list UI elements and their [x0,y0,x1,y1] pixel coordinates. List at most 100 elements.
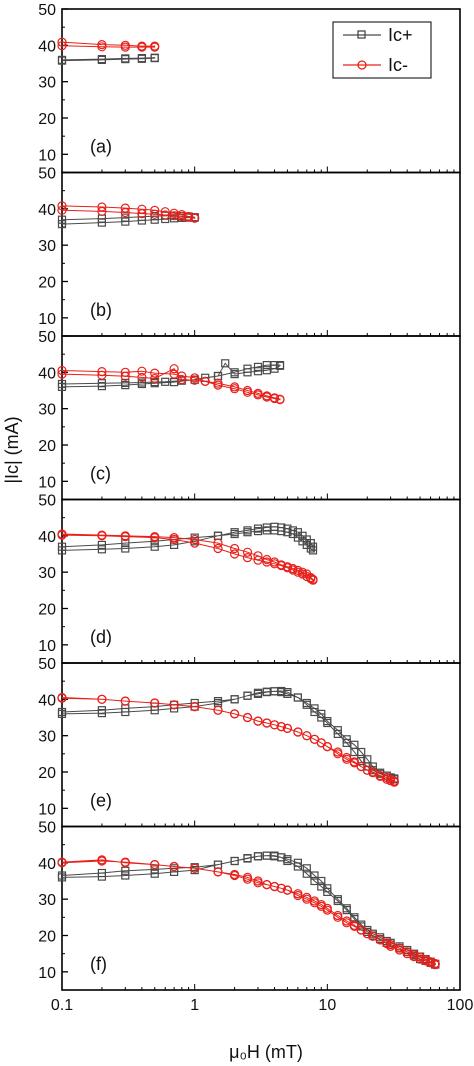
data-point [57,871,67,880]
data-point [302,869,311,878]
data-point [57,530,67,540]
data-point [150,209,160,219]
data-point [57,365,67,376]
y-tick-label: 20 [38,275,56,292]
data-point [275,394,285,404]
panel-label: (d) [90,627,112,647]
data-point [230,709,240,719]
series-ic-plus [57,686,399,784]
data-point [150,859,160,870]
chart-axes-text: 0.1 1 10 100 [51,997,474,1014]
legend-ic-plus-label: Ic+ [388,25,413,45]
legend-ic-minus-label: Ic- [388,55,408,75]
data-point [120,203,130,213]
y-tick-label: 20 [38,602,56,619]
series-ic-plus [57,851,440,969]
data-point [253,555,263,565]
data-point [150,42,160,52]
data-point [190,538,200,548]
panel-6: 10 20 30 40 50 (f) [38,820,461,991]
data-point [97,370,107,380]
data-point [421,954,431,965]
data-point [121,213,130,222]
data-point [293,567,303,577]
data-point [169,700,179,710]
data-point [190,213,200,223]
data-point [302,731,312,741]
y-tick-label: 40 [38,365,56,382]
data-point [253,362,263,371]
data-point [333,747,343,757]
y-tick-label: 50 [38,166,56,183]
data-point [230,370,239,379]
data-point [121,378,130,387]
series-ic-plus [57,53,159,65]
data-point [230,529,239,539]
series-ic-minus [57,201,200,223]
data-point [302,698,311,708]
y-tick-label: 20 [38,111,56,128]
data-point [293,693,302,702]
data-point [97,54,107,64]
y-tick-label: 30 [38,892,56,909]
data-point [402,947,412,957]
panel-frame [61,662,461,828]
data-point [253,716,263,726]
data-point [121,871,130,880]
data-point [169,861,179,872]
data-point [308,546,318,555]
data-point [262,526,271,535]
legend-frame [332,21,432,79]
data-point [288,529,297,539]
data-point [190,373,200,383]
data-point [97,706,107,715]
data-point [342,904,351,913]
data-point [323,716,332,726]
legend-ic-minus-marker [357,60,367,70]
y-axis-label: |Ic| (mA) [2,416,22,483]
panel-3: 10 20 30 40 50 (c) [38,329,461,501]
data-point [317,709,326,719]
data-point [57,41,67,51]
series-line [61,41,156,48]
data-point [262,557,272,567]
data-point [169,364,179,374]
data-point [342,735,351,744]
x-axis-label: μ₀H (mT) [229,1042,303,1062]
series-line [61,855,436,966]
data-point [310,704,319,713]
panel-label: (a) [90,137,112,157]
data-point [262,687,271,696]
data-point [190,863,200,873]
data-point [293,727,303,737]
data-point [190,534,200,545]
data-point [253,526,263,536]
data-point [243,853,252,863]
data-point [253,388,263,398]
y-tick-label: 20 [38,765,56,782]
data-point [120,42,130,52]
data-point [97,868,107,878]
data-point [356,761,366,772]
y-tick-label: 10 [38,147,56,164]
data-point [302,892,312,903]
data-point [288,565,298,575]
data-point [57,542,67,551]
data-point [177,371,187,381]
y-tick-label: 20 [38,929,56,946]
data-point [150,368,160,378]
data-point [243,368,252,377]
series-line [61,533,314,582]
data-point [160,207,170,217]
data-point [368,931,378,941]
data-point [270,526,279,535]
data-point [97,545,107,554]
legend-ic-plus-marker [357,30,366,39]
data-point [363,755,372,764]
data-point [57,379,67,389]
series-line [61,205,196,219]
data-point [293,858,302,867]
data-point [282,885,292,895]
panel-label: (b) [90,300,112,320]
